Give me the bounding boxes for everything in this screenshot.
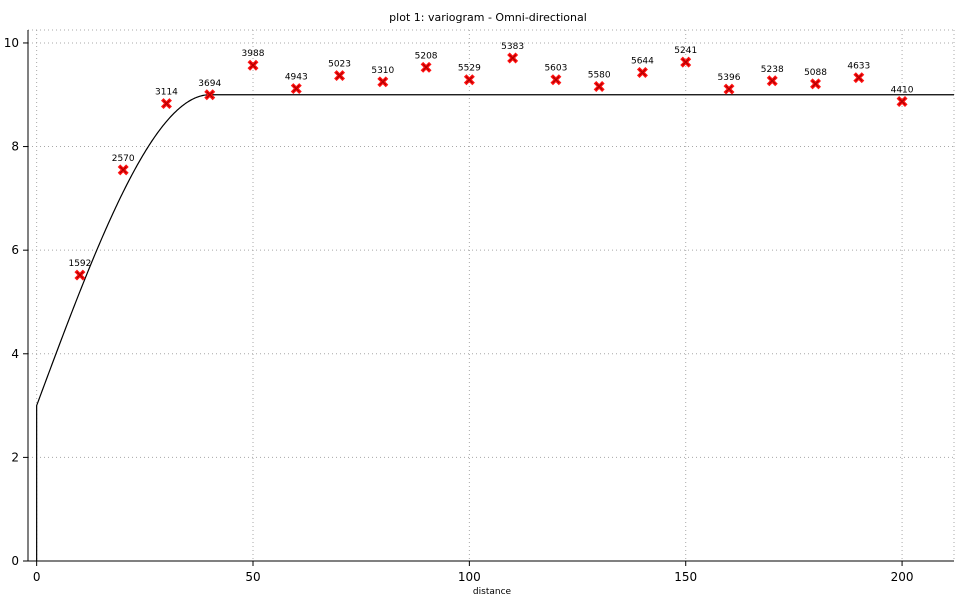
data-point-marker [74,269,86,281]
pair-count-label: 5238 [761,65,784,75]
x-tick-label: 150 [674,570,697,584]
chart-title: plot 1: variogram - Omni-directional [389,11,587,24]
marker-core [855,74,863,82]
data-point-marker [550,74,562,86]
pair-count-label: 5396 [718,73,741,83]
data-point-marker [420,61,432,73]
marker-core [76,271,84,279]
marker-core [379,78,387,86]
data-point-marker [810,78,822,90]
x-tick-label: 0 [33,570,41,584]
pair-count-label: 5023 [328,60,351,70]
marker-core [249,61,257,69]
model-curve [36,94,954,561]
marker-core [638,68,647,77]
pair-count-label: 5241 [674,46,697,56]
pair-count-label: 4633 [847,62,870,72]
pair-labels-layer: 1592 2570 3114 3694 3988 4943 5023 5310 5208 5529… [68,42,913,269]
data-point-marker [117,164,129,176]
marker-core [292,84,300,93]
marker-core [509,54,517,62]
pair-count-label: 4943 [285,73,308,83]
y-tick-label: 2 [11,450,19,464]
pair-count-label: 3114 [155,88,178,98]
points-layer [74,52,908,281]
data-point-marker [680,56,692,68]
data-point-marker [766,75,778,87]
data-point-marker [204,89,216,101]
pair-count-label: 3694 [198,79,221,89]
pair-count-label: 5383 [501,42,524,52]
marker-core [552,76,560,84]
x-tick-label: 100 [458,570,481,584]
x-tick-label: 200 [891,570,914,584]
model-layer [36,94,954,561]
pair-count-label: 5208 [415,51,438,61]
pair-count-label: 4410 [891,85,914,95]
data-point-marker [334,70,346,82]
pair-count-label: 1592 [68,259,91,269]
data-point-marker [507,52,519,64]
marker-core [162,99,171,108]
pair-count-label: 3988 [242,49,265,59]
x-axis-label: distance [473,587,512,597]
data-point-marker [463,74,475,86]
marker-core [422,63,430,71]
y-tick-label: 8 [11,140,19,154]
pair-count-label: 5580 [588,70,611,80]
marker-core [898,97,906,106]
y-tick-label: 6 [11,243,19,257]
marker-core [595,82,603,91]
data-point-marker [853,72,865,84]
pair-count-label: 5529 [458,64,481,74]
x-tick-label: 50 [245,570,260,584]
pair-count-label: 5088 [804,68,827,78]
marker-core [335,71,344,80]
data-point-marker [377,76,389,88]
marker-core [465,76,473,84]
grid-layer [28,29,955,561]
pair-count-label: 5644 [631,56,654,66]
pair-count-label: 5310 [371,66,394,76]
y-tick-label: 0 [11,554,19,568]
data-point-marker [290,83,302,95]
data-point-marker [636,67,648,78]
data-point-marker [593,80,605,92]
y-tick-label: 4 [11,347,19,361]
y-tick-label: 10 [4,36,19,50]
marker-core [682,58,690,66]
marker-core [725,85,733,93]
data-point-marker [160,98,172,110]
marker-core [768,77,776,85]
marker-core [119,166,127,174]
data-point-marker [723,83,735,95]
marker-core [811,80,820,88]
pair-count-label: 2570 [112,154,135,164]
pair-count-label: 5603 [544,64,567,74]
data-point-marker [247,59,259,71]
marker-core [206,91,214,99]
data-point-marker [896,96,908,107]
